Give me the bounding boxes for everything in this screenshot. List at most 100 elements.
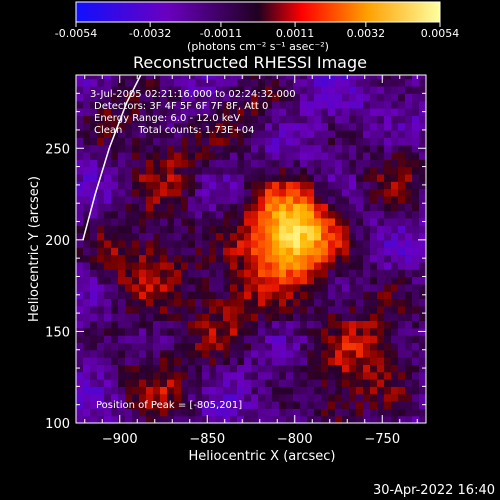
heatmap-cell — [349, 232, 357, 241]
heatmap-cell — [118, 247, 126, 256]
heatmap-cell — [209, 100, 217, 109]
heatmap-cell — [230, 386, 238, 395]
heatmap-cell — [104, 342, 112, 351]
heatmap-cell — [265, 188, 273, 197]
heatmap-cell — [370, 305, 378, 314]
heatmap-cell — [216, 276, 224, 285]
heatmap-cell — [216, 261, 224, 270]
heatmap-cell — [167, 188, 175, 197]
heatmap-cell — [174, 181, 182, 190]
heatmap-cell — [384, 371, 392, 380]
heatmap-cell — [286, 144, 294, 153]
heatmap-cell — [188, 379, 196, 387]
heatmap-cell — [321, 137, 329, 146]
heatmap-cell — [111, 210, 119, 219]
heatmap-cell — [363, 115, 371, 124]
heatmap-cell — [398, 225, 406, 234]
heatmap-cell — [300, 335, 308, 344]
heatmap-cell — [328, 144, 336, 153]
heatmap-cell — [405, 195, 413, 204]
heatmap-cell — [384, 122, 392, 131]
heatmap-cell — [377, 349, 385, 358]
heatmap-cell — [90, 203, 98, 212]
heatmap-cell — [335, 210, 343, 219]
heatmap-cell — [125, 122, 133, 131]
heatmap-cell — [321, 291, 329, 300]
heatmap-cell — [412, 173, 420, 182]
heatmap-cell — [146, 122, 154, 131]
heatmap-cell — [111, 269, 119, 278]
heatmap-cell — [419, 305, 426, 314]
heatmap-cell — [265, 144, 273, 153]
heatmap-cell — [279, 283, 287, 292]
heatmap-cell — [223, 85, 231, 94]
heatmap-cell — [265, 291, 273, 300]
heatmap-cell — [202, 342, 210, 351]
heatmap-cell — [258, 298, 266, 307]
heatmap-cell — [160, 371, 168, 380]
heatmap-cell — [314, 239, 322, 248]
heatmap-cell — [223, 305, 231, 314]
heatmap-cell — [125, 195, 133, 204]
heatmap-cell — [76, 173, 84, 182]
heatmap-cell — [188, 75, 196, 80]
heatmap-cell — [111, 313, 119, 322]
heatmap-cell — [139, 261, 147, 270]
heatmap-cell — [384, 401, 392, 409]
heatmap-cell — [335, 159, 343, 168]
heatmap-cell — [286, 195, 294, 204]
heatmap-cell — [118, 239, 126, 248]
heatmap-cell — [412, 107, 420, 116]
heatmap-cell — [174, 239, 182, 248]
heatmap-cell — [153, 173, 161, 182]
heatmap-cell — [405, 93, 413, 102]
heatmap-cell — [90, 239, 98, 248]
heatmap-cell — [370, 181, 378, 190]
heatmap-cell — [244, 188, 252, 197]
heatmap-cell — [300, 159, 308, 168]
y-tick-label: 250 — [45, 142, 70, 157]
heatmap-cell — [342, 269, 350, 278]
heatmap-cell — [363, 371, 371, 380]
heatmap-cell — [146, 173, 154, 182]
heatmap-cell — [328, 379, 336, 387]
heatmap-cell — [391, 364, 399, 373]
heatmap-cell — [202, 151, 210, 160]
heatmap-cell — [377, 415, 385, 423]
heatmap-cell — [307, 173, 315, 182]
heatmap-cell — [146, 232, 154, 241]
heatmap-cell — [237, 100, 245, 109]
heatmap-cell — [167, 364, 175, 373]
heatmap-cell — [188, 298, 196, 307]
heatmap-cell — [146, 313, 154, 322]
heatmap-cell — [251, 320, 259, 329]
heatmap-cell — [391, 408, 399, 417]
heatmap-cell — [216, 129, 224, 138]
heatmap-cell — [111, 85, 119, 94]
heatmap-cell — [349, 151, 357, 160]
heatmap-cell — [125, 386, 133, 395]
heatmap-cell — [83, 166, 91, 175]
heatmap-cell — [398, 371, 406, 380]
heatmap-cell — [111, 107, 119, 116]
heatmap-cell — [223, 283, 231, 292]
heatmap-cell — [412, 151, 420, 160]
heatmap-cell — [146, 401, 154, 409]
heatmap-cell — [104, 349, 112, 358]
heatmap-cell — [146, 239, 154, 248]
heatmap-cell — [132, 159, 140, 168]
heatmap-cell — [356, 232, 364, 241]
heatmap-cell — [349, 129, 357, 138]
heatmap-cell — [230, 305, 238, 314]
heatmap-cell — [349, 364, 357, 373]
heatmap-cell — [384, 159, 392, 168]
y-tick-label: 200 — [45, 234, 70, 249]
heatmap-cell — [104, 269, 112, 278]
heatmap-cell — [265, 107, 273, 116]
heatmap-cell — [125, 298, 133, 307]
heatmap-cell — [342, 239, 350, 248]
heatmap-cell — [216, 100, 224, 109]
heatmap-cell — [118, 269, 126, 278]
heatmap-cell — [265, 261, 273, 270]
heatmap-cell — [167, 276, 175, 285]
